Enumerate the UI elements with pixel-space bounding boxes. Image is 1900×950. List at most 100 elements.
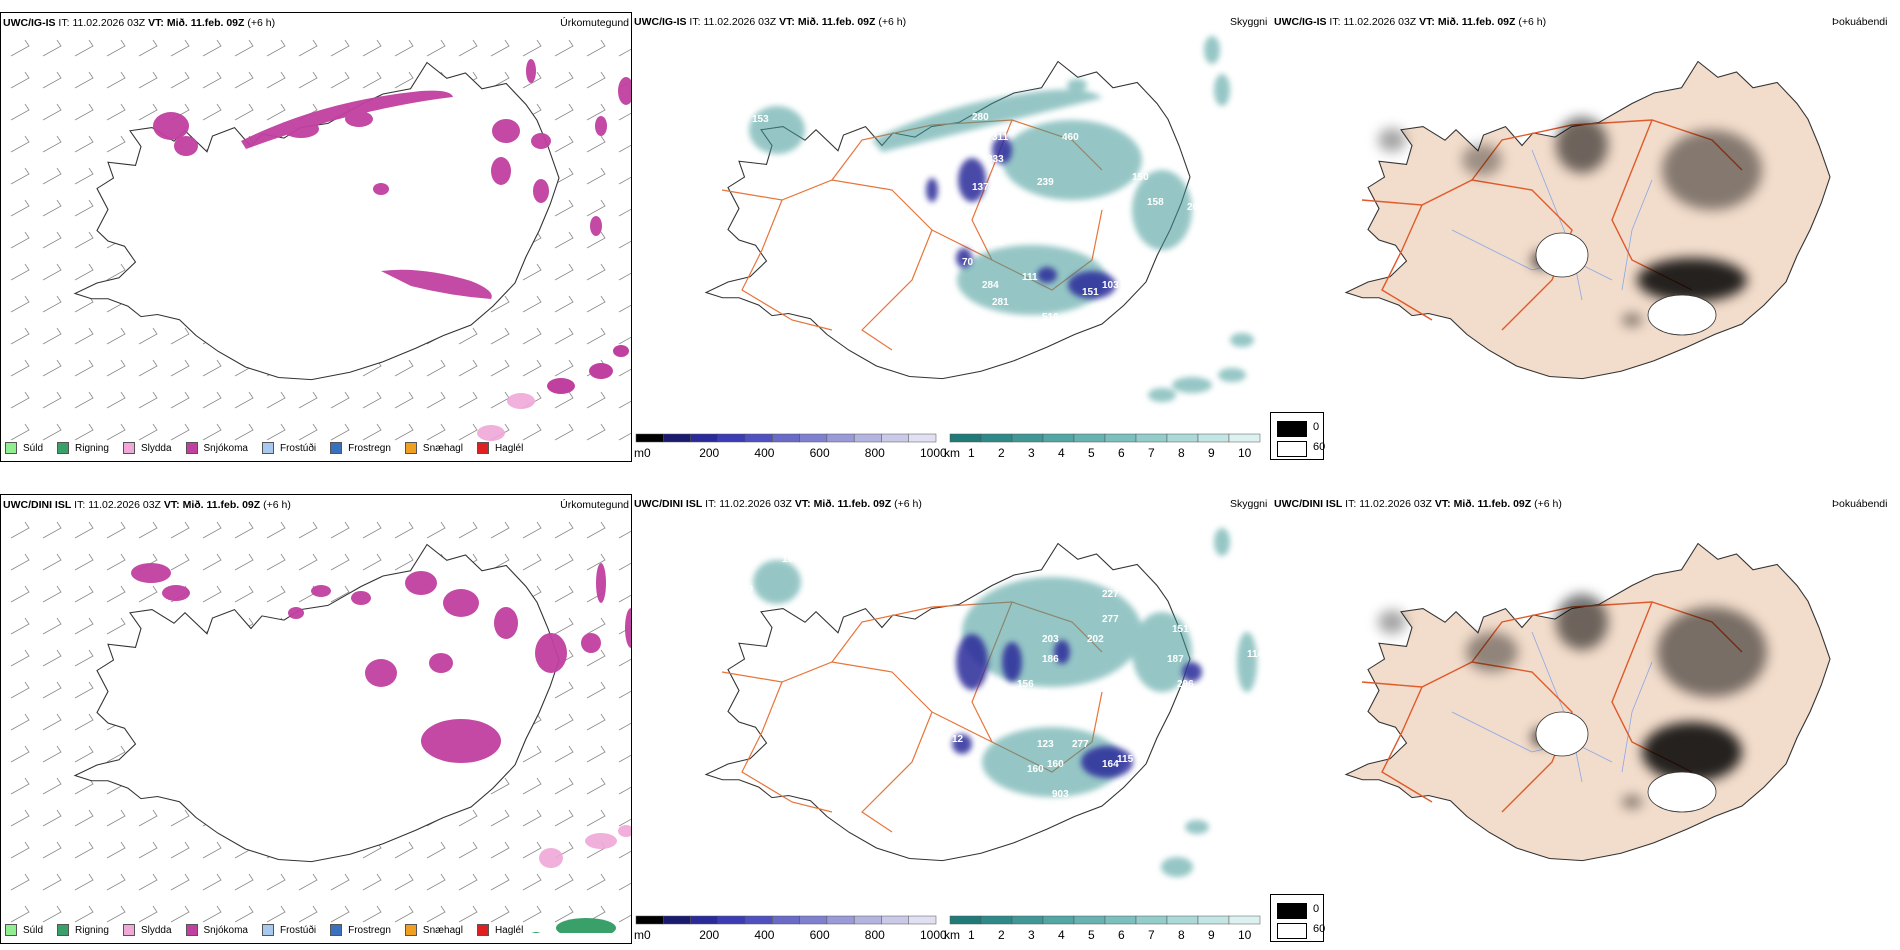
wind-barb <box>586 873 606 891</box>
wind-barb <box>170 71 190 89</box>
colorbar-cell <box>853 915 882 925</box>
fog-panel-bottom: UWC/DINI ISL IT: 11.02.2026 03Z VT: Mið.… <box>1272 494 1900 944</box>
wind-barb <box>330 423 350 441</box>
wind-barb <box>554 295 574 313</box>
peak-label: 114 <box>1247 649 1264 660</box>
wind-barb <box>330 585 350 603</box>
wind-barb <box>490 327 510 345</box>
wind-barb <box>618 914 631 923</box>
wind-barb <box>618 112 631 121</box>
wind-barb <box>42 777 62 795</box>
wind-barb <box>490 359 510 377</box>
wind-barb <box>42 873 62 891</box>
wind-barb <box>554 263 574 281</box>
colorbar-tick: 800 <box>864 928 885 942</box>
wind-barb <box>522 39 542 57</box>
wind-barb <box>170 359 190 377</box>
wind-barb <box>618 562 631 571</box>
peak-label: 277 <box>1072 739 1089 750</box>
wind-barb <box>266 71 286 89</box>
wind-barb <box>618 626 631 635</box>
cloud-map: 167 60 290 227 277 202 151 187 296 114 203 186 15620… <box>705 528 1264 877</box>
wind-barb <box>330 391 350 409</box>
wind-barb <box>42 103 62 121</box>
fog-map <box>1345 60 1831 380</box>
peak-label: 202 <box>1087 634 1104 645</box>
colorbar-cell <box>717 915 746 925</box>
wind-barb <box>106 71 126 89</box>
wind-barb <box>554 423 574 441</box>
wind-barb <box>490 553 510 571</box>
wind-barb <box>618 818 631 827</box>
wind-barb <box>618 368 631 377</box>
wind-barb <box>586 295 606 313</box>
colorbar-cell <box>908 433 937 443</box>
wind-barb <box>586 713 606 731</box>
wind-barb <box>106 359 126 377</box>
wind-barb <box>74 585 94 603</box>
wind-barb <box>522 295 542 313</box>
wind-barb <box>362 423 382 441</box>
precip-panel-top: UWC/IG-IS IT: 11.02.2026 03Z VT: Mið. 11… <box>0 12 632 462</box>
wind-barb <box>458 521 478 539</box>
wind-barb <box>42 681 62 699</box>
colorbar-tick: 200 <box>699 446 720 460</box>
wind-barb <box>74 617 94 635</box>
wind-barb <box>618 48 631 57</box>
wind-barb <box>202 423 222 441</box>
legend-item: Snæhagl <box>404 442 463 454</box>
wind-barb <box>234 103 254 121</box>
wind-barb <box>490 521 510 539</box>
colorbar-tick: 5 <box>1088 928 1095 942</box>
wind-barb <box>362 39 382 57</box>
wind-barb <box>618 400 631 409</box>
colorbar-cell <box>826 915 855 925</box>
colorbar-cell <box>1011 915 1044 925</box>
sleet-areas <box>539 825 631 868</box>
wind-barb <box>138 873 158 891</box>
legend-swatch <box>185 442 198 454</box>
wind-barb <box>362 521 382 539</box>
wind-barb <box>234 39 254 57</box>
wind-barb <box>74 809 94 827</box>
wind-barb <box>490 809 510 827</box>
peak-label: 516 <box>1042 312 1059 323</box>
colorbar-cell <box>799 915 828 925</box>
peak-label: 239 <box>1037 177 1054 188</box>
peak-label: 186 <box>1042 654 1059 665</box>
fog-legend-top: 0 60 <box>1270 412 1326 460</box>
wind-barb <box>202 391 222 409</box>
colorbar-cell <box>949 915 982 925</box>
colorbar-tick: 7 <box>1148 928 1155 942</box>
wind-barb <box>554 681 574 699</box>
wind-barb <box>522 423 542 441</box>
colorbar-svg <box>635 433 1261 443</box>
peak-label: 160 <box>1027 764 1044 775</box>
wind-barb <box>490 71 510 89</box>
wind-barb <box>74 713 94 731</box>
wind-barb <box>618 432 631 441</box>
wind-barb <box>42 585 62 603</box>
legend-item: Frostúði <box>261 924 316 936</box>
colorbar-tick: 3 <box>1028 928 1035 942</box>
wind-barb <box>554 713 574 731</box>
precip-map <box>10 39 631 441</box>
wind-barb <box>522 809 542 827</box>
cloud-panel-top: UWC/IG-IS IT: 11.02.2026 03Z VT: Mið. 11… <box>632 12 1272 462</box>
fog-label: 60 <box>1313 441 1326 453</box>
panel-variable: Skyggni <box>1230 498 1268 510</box>
wind-barb <box>586 263 606 281</box>
visibility-unit: km <box>944 446 960 460</box>
wind-barb <box>106 585 126 603</box>
wind-barb <box>170 905 190 923</box>
wind-barb <box>234 553 254 571</box>
legend-item: Snæhagl <box>404 924 463 936</box>
wind-barb <box>10 359 30 377</box>
wind-barb <box>266 391 286 409</box>
wind-barb <box>10 841 30 859</box>
wind-barb <box>586 617 606 635</box>
peak-label: 280 <box>972 112 989 123</box>
wind-barb <box>554 809 574 827</box>
fog-label: 0 <box>1313 421 1320 433</box>
